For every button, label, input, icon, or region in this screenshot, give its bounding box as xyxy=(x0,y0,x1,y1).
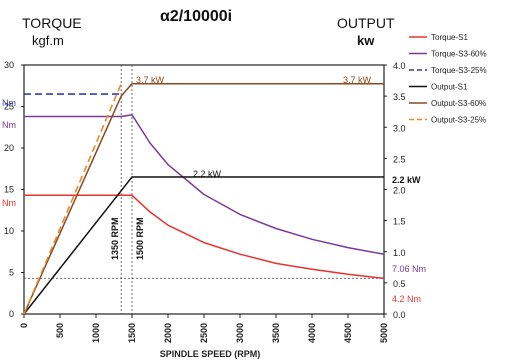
x-tick-label: 2000 xyxy=(163,323,173,343)
annotation-label: 3.7 kW xyxy=(343,75,372,85)
annotation-label: Nm xyxy=(2,98,16,108)
y-left-tick-label: 30 xyxy=(4,60,14,70)
legend: Torque-S1 Torque-S3-60% Torque-S3-25% Outpu… xyxy=(409,33,487,125)
y-right-tick-label: 0.5 xyxy=(393,279,406,289)
x-tick-label: 500 xyxy=(55,323,65,338)
x-tick-label: 3000 xyxy=(235,323,245,343)
x-tick-label: 2500 xyxy=(199,323,209,343)
y-right-tick-label: 1.0 xyxy=(393,248,406,258)
right-axis-title: OUTPUT xyxy=(337,15,395,31)
annotation-label: 2.2 kW xyxy=(392,175,421,185)
chart-title: α2/10000i xyxy=(160,8,232,25)
series-line-output-s1 xyxy=(23,176,384,315)
legend-label: Output-S3-60% xyxy=(431,99,486,108)
legend-label: Torque-S3-60% xyxy=(431,50,487,59)
y-left-tick-label: 20 xyxy=(4,143,14,153)
annotation-label: 3.7 kW xyxy=(136,75,165,85)
y-right-tick-label: 4.0 xyxy=(393,61,406,71)
x-tick-label: 0 xyxy=(19,323,29,328)
x-tick-label: 5000 xyxy=(379,323,389,343)
x-tick-label: 1000 xyxy=(91,323,101,343)
legend-label: Torque-S3-25% xyxy=(431,66,487,75)
left-axis-title: TORQUE xyxy=(22,15,82,31)
y-right-tick-label: 2.5 xyxy=(393,154,406,164)
series-line-output-s3-25- xyxy=(23,83,122,315)
y-right-tick-label: 3.5 xyxy=(393,92,406,102)
series-line-torque-s3-60- xyxy=(24,114,385,255)
annotation-label: 1500 RPM xyxy=(135,217,145,260)
annotation-label: 7.06 Nm xyxy=(392,264,426,274)
x-tick-label: 3500 xyxy=(271,323,281,343)
y-left-tick-label: 25 xyxy=(4,102,14,112)
series-line-torque-s1 xyxy=(24,194,385,280)
series-line-output-s3-60- xyxy=(23,82,384,315)
legend-label: Output-S1 xyxy=(431,83,468,92)
x-tick-label: 1500 xyxy=(127,323,137,343)
x-tick-label: 4000 xyxy=(307,323,317,343)
y-right-tick-label: 1.5 xyxy=(393,217,406,227)
plot-frame xyxy=(23,64,385,315)
annotation-label: 1350 RPM xyxy=(110,217,120,260)
y-right-tick-label: 2.0 xyxy=(393,186,406,196)
legend-label: Output-S3-25% xyxy=(431,116,486,125)
annotation-label: 4.2 Nm xyxy=(392,294,421,304)
right-axis-unit: kw xyxy=(357,33,375,48)
annotation-label: Nm xyxy=(2,198,16,208)
y-left-tick-label: 10 xyxy=(4,226,14,236)
annotation-label: 2.2 kW xyxy=(193,169,222,179)
legend-label: Torque-S1 xyxy=(431,33,468,42)
y-left-tick-label: 0 xyxy=(9,309,14,319)
x-axis-label: SPINDLE SPEED (RPM) xyxy=(160,349,261,359)
y-right-tick-label: 3.0 xyxy=(393,123,406,133)
y-left-tick-label: 15 xyxy=(4,185,14,195)
left-axis-unit: kgf.m xyxy=(32,33,64,48)
annotation-label: Nm xyxy=(2,120,16,130)
plot-area: 0 500 1000 1500 2000 2500 3000 3500 4000 4500 5000… xyxy=(2,60,426,359)
y-right-tick-label: 0.0 xyxy=(393,310,406,320)
x-tick-label: 4500 xyxy=(343,323,353,343)
y-left-tick-label: 5 xyxy=(9,268,14,278)
